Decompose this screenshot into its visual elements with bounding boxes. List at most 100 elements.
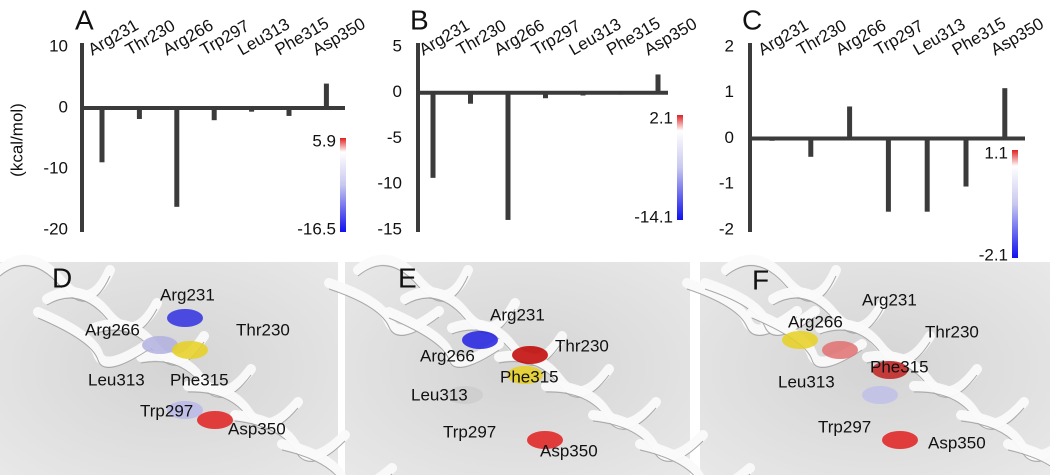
y-tick-label: 1 — [725, 82, 734, 101]
ribbon — [1003, 439, 1050, 466]
ribbon — [721, 254, 841, 301]
y-axis-label: (kcal/mol) — [7, 103, 26, 177]
bar — [99, 108, 105, 163]
bar — [468, 92, 473, 104]
ribbon-edge — [281, 449, 393, 475]
colorbar — [1012, 150, 1018, 258]
panel-label: A — [75, 4, 94, 35]
bar — [249, 108, 255, 112]
residue-label: Trp297 — [443, 422, 496, 441]
bar — [1002, 88, 1008, 139]
residue-label: Trp297 — [140, 401, 193, 420]
bar — [136, 108, 142, 119]
residue-atoms — [527, 431, 563, 449]
residue-label: Arg231 — [490, 305, 545, 324]
residue-label: Thr230 — [555, 336, 609, 355]
bar — [543, 92, 548, 99]
y-tick-label: 0 — [59, 97, 68, 116]
colorbar-min-label: -2.1 — [979, 245, 1008, 264]
residue-atoms — [507, 366, 543, 384]
panel-label: B — [410, 4, 429, 35]
ribbon-edge — [357, 265, 469, 302]
y-tick-label: -2 — [719, 219, 734, 238]
ribbon — [400, 287, 520, 333]
y-tick-label: 0 — [393, 82, 402, 101]
y-tick-label: -15 — [377, 219, 402, 238]
bar — [618, 92, 623, 95]
y-tick-label: 2 — [725, 36, 734, 55]
bar — [847, 106, 853, 139]
residue-atoms — [142, 336, 178, 354]
residue-atoms — [172, 341, 208, 359]
bar — [323, 83, 329, 108]
ribbon-edge — [46, 297, 158, 334]
residue-atoms — [822, 341, 858, 359]
residue-label: Asp350 — [928, 433, 986, 452]
y-tick-label: -20 — [43, 219, 68, 238]
ribbon — [384, 307, 504, 367]
residue-atoms — [197, 411, 233, 429]
residue-atoms — [167, 309, 203, 327]
residue-label: Arg266 — [420, 346, 475, 365]
residue-label: Leu313 — [411, 385, 468, 404]
residue-atoms — [882, 431, 918, 449]
bar — [808, 138, 814, 157]
residue-label: Thr230 — [925, 322, 979, 341]
residue-label: Arg231 — [160, 285, 215, 304]
colorbar — [340, 138, 346, 232]
ribbon — [635, 439, 755, 475]
bar — [580, 92, 586, 96]
bar — [769, 138, 775, 141]
residue-label: Phe315 — [870, 357, 929, 376]
panel-label: C — [742, 4, 762, 35]
colorbar-max-label: 1.1 — [984, 143, 1008, 162]
ribbon-edge — [37, 317, 149, 368]
bar — [286, 108, 292, 116]
residue-label: Asp350 — [540, 441, 598, 460]
ribbon-edge — [388, 317, 500, 368]
residue-label: Arg266 — [788, 312, 843, 331]
residue-atoms — [782, 331, 818, 349]
ribbon — [815, 319, 935, 365]
bar — [174, 108, 180, 207]
ribbon — [353, 254, 473, 301]
y-tick-label: -10 — [377, 174, 402, 193]
ribbon-edge — [0, 265, 111, 302]
ribbon — [136, 350, 256, 397]
bar — [655, 74, 661, 93]
residue-label: Arg266 — [85, 320, 140, 339]
y-tick-label: -10 — [43, 158, 68, 177]
colorbar-max-label: 2.1 — [649, 108, 673, 127]
residue-label: Trp297 — [818, 417, 871, 436]
bar — [885, 138, 891, 212]
y-tick-label: -5 — [387, 128, 402, 147]
residue-label: Asp350 — [228, 419, 286, 438]
y-tick-label: 10 — [49, 36, 68, 55]
ribbon-edge — [1007, 449, 1050, 467]
colorbar — [677, 115, 683, 220]
panel-label: D — [52, 262, 72, 293]
structures — [0, 254, 1050, 475]
ribbon-edge — [639, 449, 751, 475]
colorbar-min-label: -14.1 — [634, 207, 673, 226]
ribbon-edge — [404, 297, 516, 334]
bar — [211, 108, 217, 121]
bar — [505, 92, 511, 220]
residue-atoms — [872, 361, 908, 379]
residue-label: Leu313 — [88, 370, 145, 389]
residue-label: Leu313 — [778, 372, 835, 391]
residue-atoms — [862, 386, 898, 404]
y-tick-label: 5 — [393, 36, 402, 55]
colorbar-max-label: 5.9 — [312, 131, 336, 150]
ribbon — [277, 439, 397, 475]
residue-atoms — [167, 401, 203, 419]
residue-atoms — [447, 386, 483, 404]
residue-label: Thr230 — [236, 320, 290, 339]
residue-label: Phe315 — [170, 370, 229, 389]
ribbon — [862, 350, 982, 397]
ribbon-edge — [751, 317, 863, 368]
ribbon — [0, 254, 115, 301]
colorbar-min-label: -16.5 — [297, 219, 336, 238]
panel-label: E — [398, 262, 417, 293]
